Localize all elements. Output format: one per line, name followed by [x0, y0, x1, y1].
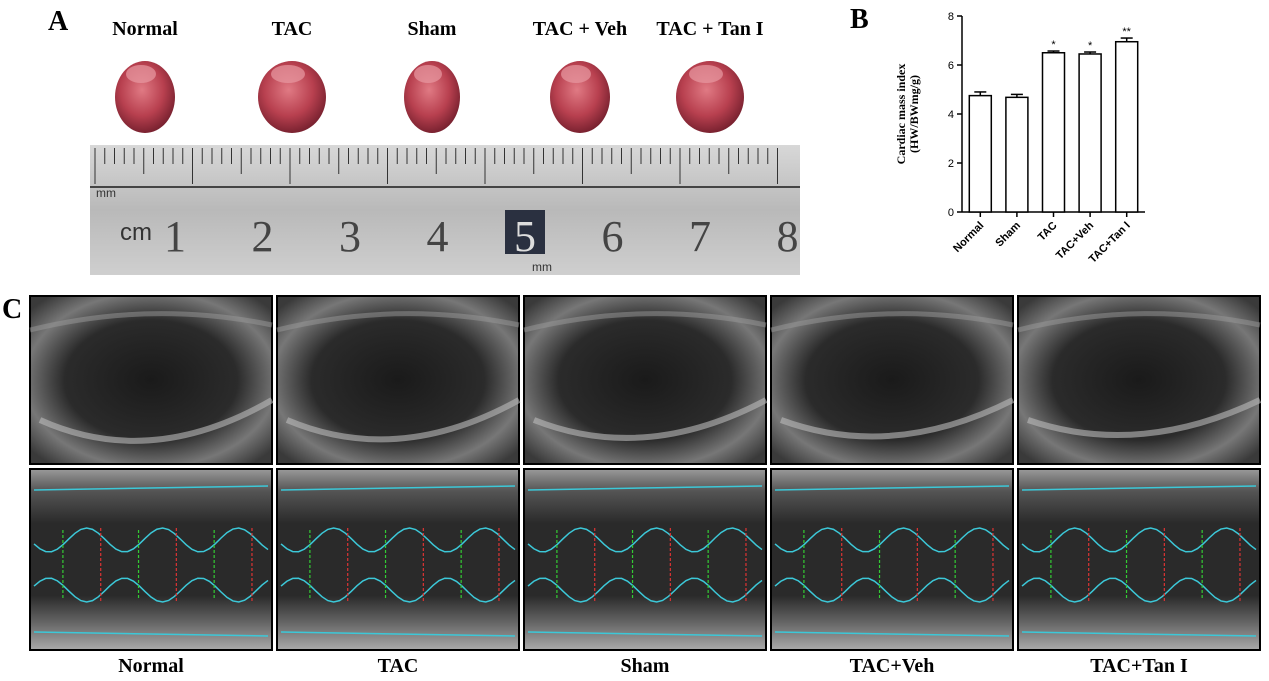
m-mode-image [1017, 468, 1261, 651]
ruler-number: 4 [427, 212, 449, 261]
panel-label: A [48, 6, 69, 37]
group-label: TAC [378, 655, 419, 677]
group-label: TAC [272, 18, 313, 40]
ruler-number: 2 [252, 212, 274, 261]
group-label: TAC + Tan I [656, 18, 763, 40]
ruler-unit: cm [120, 219, 152, 246]
y-tick-label: 8 [948, 11, 954, 23]
y-tick-label: 0 [948, 207, 954, 219]
heart-highlight [414, 65, 442, 83]
heart-highlight [126, 65, 156, 83]
trace [1021, 631, 1257, 637]
trace [280, 631, 516, 637]
tissue-band [1017, 311, 1261, 333]
y-tick-label: 2 [948, 158, 954, 170]
y-tick-label: 6 [948, 60, 954, 72]
m-mode-image [29, 468, 273, 651]
trace [774, 527, 1010, 553]
group-label: Normal [118, 655, 184, 677]
group-label: Normal [112, 18, 178, 40]
bar [1078, 53, 1102, 213]
tissue-band [29, 311, 273, 333]
tissue-band [276, 311, 520, 333]
y-tick-label: 4 [948, 109, 954, 121]
ruler-number: 5 [514, 212, 536, 261]
trace [33, 631, 269, 637]
trace [280, 485, 516, 491]
ruler-number: 3 [339, 212, 361, 261]
significance: * [1051, 39, 1056, 51]
m-mode-image [523, 468, 767, 651]
trace [33, 577, 269, 603]
ruler-number: 7 [689, 212, 711, 261]
tissue-band [532, 397, 768, 441]
heart-highlight [271, 65, 305, 83]
hearts: Normal TAC Sham TAC + Veh TAC + Tan I [112, 18, 764, 133]
trace [774, 577, 1010, 603]
bar [1041, 52, 1066, 213]
x-tick-label: TAC [1036, 220, 1060, 244]
trace [774, 631, 1010, 637]
panel-label: B [850, 4, 869, 35]
y-axis-label: Cardiac mass index [894, 64, 908, 165]
tissue-band [1027, 397, 1262, 438]
trace [1021, 527, 1257, 553]
trace [1021, 485, 1257, 491]
m-mode-image [770, 468, 1014, 651]
tissue-band [523, 311, 767, 333]
group-label: TAC + Veh [533, 18, 627, 40]
trace [527, 631, 763, 637]
trace [527, 577, 763, 603]
ruler-unit: mm [96, 186, 116, 200]
m-mode-image [276, 468, 520, 651]
trace [527, 485, 763, 491]
group-label: TAC+Veh [850, 655, 935, 677]
trace [1021, 577, 1257, 603]
tissue-band [38, 397, 274, 444]
group-label: Sham [621, 655, 670, 677]
heart-highlight [689, 65, 723, 83]
tissue-band [285, 397, 521, 443]
trace [280, 527, 516, 553]
panel-label: C [2, 294, 22, 325]
ruler-number: 8 [777, 212, 799, 261]
x-tick-label: Normal [951, 220, 986, 255]
echo-images: Normal TAC Sham TAC+Veh TAC+Tan I [29, 295, 1262, 677]
trace [527, 527, 763, 553]
ruler-number: 6 [602, 212, 624, 261]
bar [968, 94, 993, 213]
group-label: Sham [408, 18, 457, 40]
significance: * [1088, 40, 1093, 52]
ruler-number: 1 [164, 212, 186, 261]
x-tick-label: Sham [993, 219, 1023, 249]
tissue-band [770, 311, 1014, 333]
bar [1005, 96, 1029, 213]
bar [1114, 40, 1139, 213]
ruler-unit: mm [532, 260, 552, 274]
significance: ** [1122, 26, 1131, 38]
ruler-marks: mm cm 1 2 3 4 5 6 7 8 mm [90, 148, 800, 274]
trace [774, 485, 1010, 491]
bar-chart: 0 2 4 6 8 Cardiac mass index (HW/BWmg/g) Normal… [894, 11, 1145, 266]
group-label: TAC+Tan I [1090, 655, 1188, 677]
trace [33, 527, 269, 553]
heart-highlight [561, 65, 591, 83]
ruler-highlight [505, 210, 545, 254]
trace [33, 485, 269, 491]
ruler [90, 145, 800, 275]
tissue-band [779, 397, 1015, 440]
y-axis-label: (HW/BWmg/g) [907, 75, 921, 153]
trace [280, 577, 516, 603]
